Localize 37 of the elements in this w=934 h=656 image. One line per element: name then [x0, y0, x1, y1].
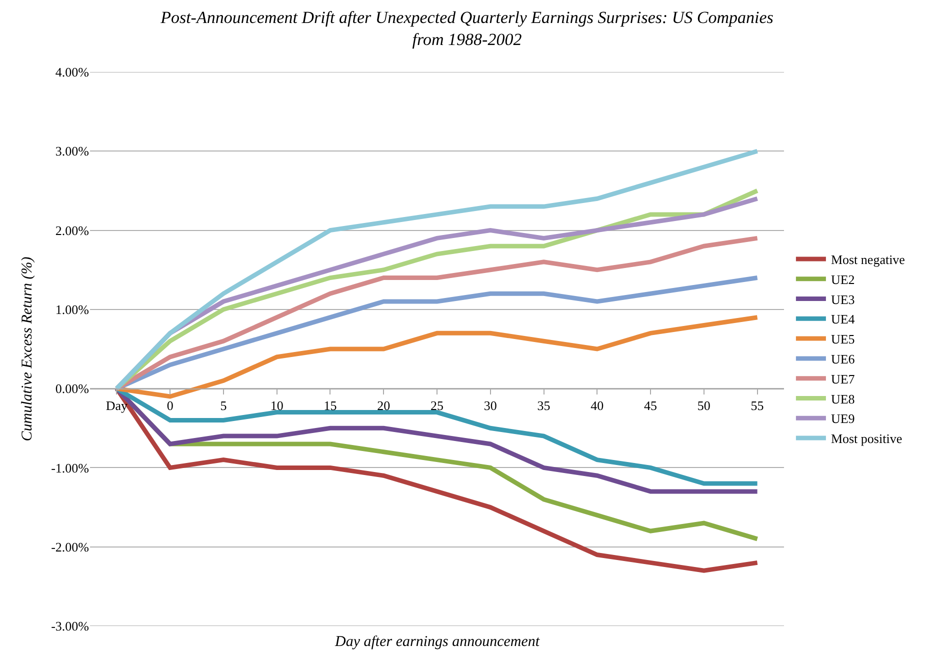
x-tick-label: 55 [750, 398, 764, 414]
x-tick-label: 20 [377, 398, 390, 414]
y-tick-label: 2.00% [55, 222, 90, 238]
y-tick-label: 4.00% [55, 64, 90, 80]
y-tick-label: 3.00% [55, 144, 90, 159]
x-tick-label: 0 [166, 398, 174, 414]
legend-label: UE2 [830, 272, 855, 287]
y-tick-label: 0.00% [55, 381, 90, 396]
x-tick-label: 25 [430, 398, 444, 414]
y-tick-label: -3.00% [51, 618, 90, 634]
x-tick-label: 30 [484, 398, 497, 414]
y-tick-label: -2.00% [51, 539, 90, 554]
line-series [114, 315, 760, 399]
x-tick-label: Day [106, 398, 128, 414]
legend-label: Most positive [830, 431, 902, 446]
legend-label: Most negative [830, 252, 906, 268]
x-tick-label: 35 [537, 398, 550, 414]
x-tick-label: 40 [590, 398, 604, 414]
legend-label: UE8 [830, 391, 855, 406]
x-tick-label: 50 [697, 398, 710, 414]
x-tick-label: 5 [220, 398, 227, 414]
legend-label: UE5 [830, 332, 855, 347]
y-tick-label: 1.00% [55, 302, 90, 317]
x-tick-label: 10 [270, 398, 284, 414]
legend-label: UE3 [830, 292, 855, 307]
line-series [114, 276, 760, 391]
x-tick-label: 15 [324, 398, 337, 414]
x-tick-label: 45 [644, 398, 658, 414]
legend-label: UE4 [830, 312, 856, 327]
legend-label: UE7 [830, 371, 856, 386]
y-tick-label: -1.00% [51, 460, 90, 476]
y-axis-title: Cumulative Excess Return (%) [19, 256, 36, 442]
chart-title: Post-Announcement Drift after Unexpected Quarterly Earnings Surprises: US Companies from 1988-2002 [160, 8, 774, 50]
x-axis-title: Day after earnings announcement [334, 634, 540, 650]
line-series [114, 148, 760, 391]
legend-label: UE9 [830, 411, 855, 426]
legend-label: UE6 [830, 352, 856, 367]
